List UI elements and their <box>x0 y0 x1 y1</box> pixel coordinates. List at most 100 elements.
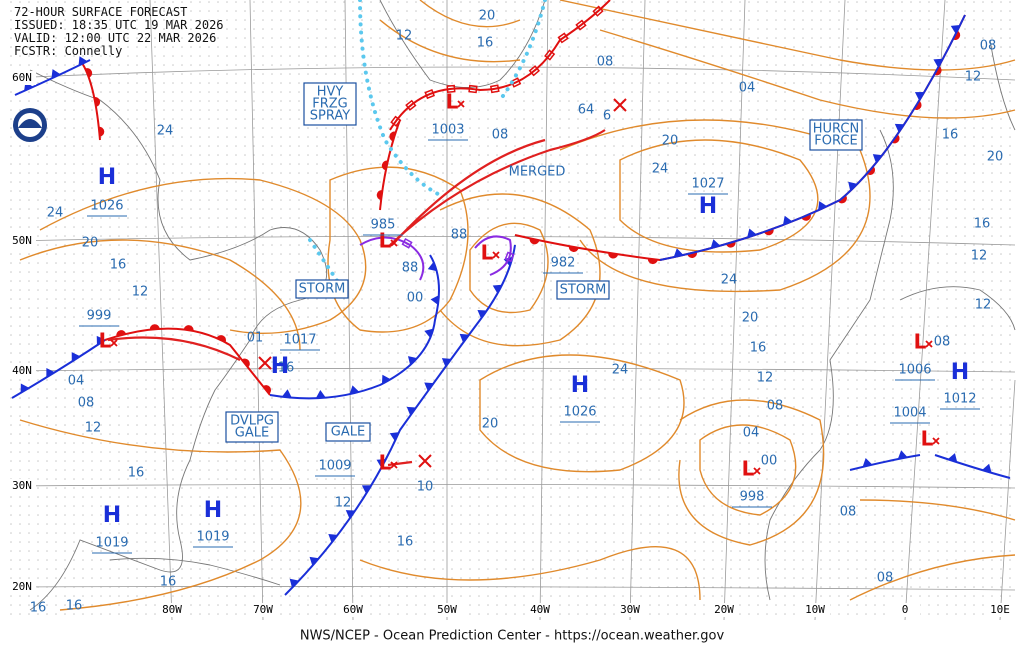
cold-front-pip <box>389 432 400 442</box>
low-symbol: L <box>446 90 459 114</box>
isobar-label: 20 <box>82 236 99 251</box>
cold-front-pip <box>933 58 943 68</box>
warm-front-pip <box>529 238 540 245</box>
low-pressure: 1006 <box>898 363 931 378</box>
warm-front <box>104 327 271 396</box>
lon-label-box <box>890 603 920 617</box>
longitude-label: 70W <box>253 603 273 616</box>
lon-label-box <box>525 603 555 617</box>
cold-front <box>14 59 91 96</box>
latitude-label: 30N <box>12 479 32 492</box>
warm-front-pip <box>216 335 226 343</box>
lon-label-box <box>709 603 739 617</box>
cold-front-pip <box>747 228 757 238</box>
forecast-x <box>418 454 432 468</box>
low-symbol: L <box>379 451 392 475</box>
cold-front-pip <box>424 328 434 339</box>
cold-front-pip <box>424 382 434 392</box>
noaa-logo <box>13 108 47 142</box>
isobar-label: 12 <box>757 371 774 386</box>
pressure-label: 10 <box>417 480 434 495</box>
longitude-label: 10W <box>805 603 825 616</box>
cold-front-pip <box>71 352 81 362</box>
isobar-label: 04 <box>739 81 756 96</box>
cold-front-pip <box>947 453 958 463</box>
isobar-label: 12 <box>396 29 413 44</box>
cold-front-pip <box>46 368 55 378</box>
cold-front-pip <box>381 374 391 385</box>
latitude-label: 50N <box>12 234 32 247</box>
warning-text: SPRAY <box>310 109 350 124</box>
isobar-label: 16 <box>974 217 991 232</box>
cold-front <box>849 454 1011 479</box>
cold-front-pip <box>427 261 437 272</box>
longitude-label: 60W <box>343 603 363 616</box>
stationary-pip <box>592 5 604 17</box>
warning-box <box>809 119 863 151</box>
longitude-label: 40W <box>530 603 550 616</box>
lon-label-box <box>248 603 278 617</box>
dot-grid <box>10 0 1015 620</box>
isobar-label: 88 <box>402 261 419 276</box>
cold-front-pip <box>872 154 883 163</box>
isobar-label: 16 <box>942 128 959 143</box>
cold-front-pip <box>315 390 326 399</box>
latitude-label: 20N <box>12 580 32 593</box>
lat-label-box <box>8 580 36 594</box>
warm-front-pip <box>381 160 388 171</box>
lon-label-box <box>432 603 462 617</box>
stationary-pip <box>405 99 417 111</box>
warm-front-pip <box>98 126 105 137</box>
isobar-label: 20 <box>987 150 1004 165</box>
isobar-label: 24 <box>652 162 669 177</box>
isobar-label: 08 <box>934 335 951 350</box>
cold-front-pip <box>345 510 356 519</box>
isobar-label: 12 <box>335 496 352 511</box>
low-pressure: 1003 <box>431 123 464 138</box>
low-pressure: 985 <box>371 218 396 233</box>
warm-front-pip <box>608 252 619 259</box>
lon-label-box <box>800 603 830 617</box>
isobar-label: 00 <box>407 291 424 306</box>
warm-front-pip <box>647 258 658 265</box>
cold-front-pip <box>328 533 338 543</box>
high-pressure: 1026 <box>563 405 596 420</box>
high-pressure: 1019 <box>95 536 128 551</box>
lon-label-box <box>615 603 645 617</box>
header-issued: ISSUED: 18:35 UTC 19 MAR 2026 <box>14 18 224 32</box>
high-symbol: H <box>271 354 289 379</box>
cold-front-pip <box>281 389 292 398</box>
warning-box <box>303 82 357 126</box>
low-center-x <box>390 461 398 469</box>
stationary-pip <box>504 251 515 263</box>
coastlines <box>29 0 1016 611</box>
warm-front-pip <box>116 330 127 337</box>
low-center-x <box>390 239 398 247</box>
warning-text: FORCE <box>814 134 857 149</box>
forecast-x <box>258 356 272 370</box>
header-valid: VALID: 12:00 UTC 22 MAR 2026 <box>14 31 216 45</box>
stationary-pip <box>424 89 435 100</box>
longitude-label: 30W <box>620 603 640 616</box>
low-center-x <box>925 340 933 348</box>
warning-text: GALE <box>235 426 269 441</box>
isobar-label: 16 <box>110 258 127 273</box>
warm-front-pip <box>85 68 93 78</box>
cold-front-pip <box>897 450 908 460</box>
high-symbol: H <box>98 165 116 190</box>
low-pressure: 982 <box>551 256 576 271</box>
stationary-pip <box>544 49 556 61</box>
isobar-label: 88 <box>451 228 468 243</box>
isobar-label: 16 <box>128 466 145 481</box>
cold-front-pip <box>51 69 61 79</box>
stationary-pip <box>446 84 456 93</box>
warning-text: HURCN <box>813 122 859 137</box>
cold-front-pip <box>782 215 793 226</box>
lat-label-box <box>8 364 36 378</box>
isobar-label: 24 <box>47 206 64 221</box>
cold-front-pip <box>492 284 503 294</box>
longitude-label: 0 <box>902 603 909 616</box>
pressure-label: 01 <box>247 331 264 346</box>
footer: NWS/NCEP - Ocean Prediction Center - htt… <box>300 629 725 644</box>
